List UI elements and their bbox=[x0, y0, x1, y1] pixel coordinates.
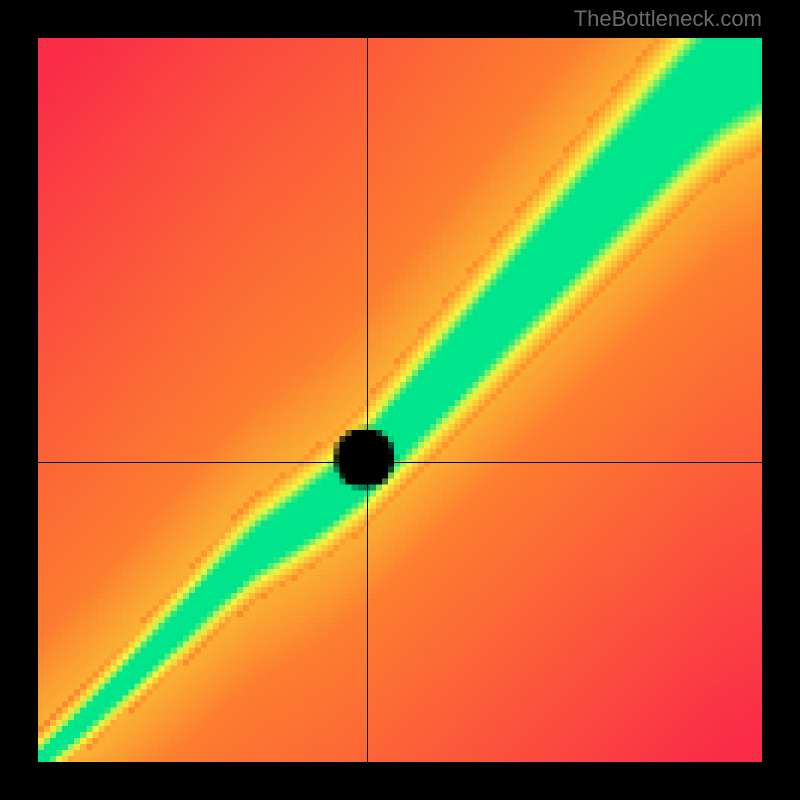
watermark-text: TheBottleneck.com bbox=[574, 6, 762, 32]
chart-container: TheBottleneck.com bbox=[0, 0, 800, 800]
crosshair-horizontal bbox=[38, 462, 762, 463]
crosshair-vertical bbox=[367, 38, 368, 762]
heatmap-plot bbox=[38, 38, 762, 762]
marker-overlay bbox=[38, 38, 762, 762]
